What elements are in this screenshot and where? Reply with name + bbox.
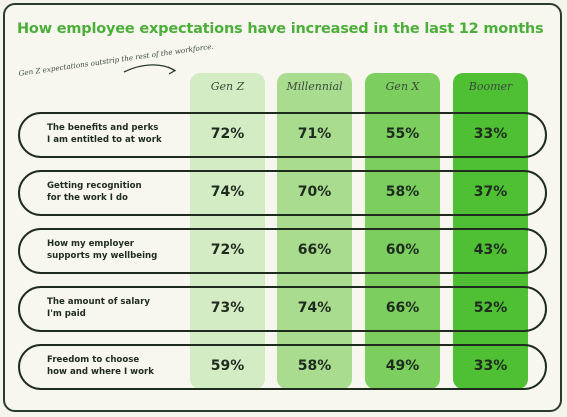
value-cell-boomer: 37% (473, 184, 508, 200)
value-cell-gen-z: 72% (210, 126, 245, 142)
column-bg-millennial (277, 73, 352, 389)
chart-title: How employee expectations have increased… (17, 21, 544, 37)
column-header-boomer: Boomer (468, 80, 513, 93)
column-header-gen-x: Gen X (385, 80, 420, 93)
value-cell-millennial: 74% (297, 300, 332, 316)
row-label: The amount of salary I'm paid (47, 296, 187, 320)
row-label: How my employer supports my wellbeing (47, 238, 187, 262)
row-label: The benefits and perks I am entitled to a… (47, 122, 187, 146)
row-label-line: Getting recognition (47, 181, 142, 191)
row-label-line: How my employer (47, 239, 135, 249)
table-row (18, 112, 547, 158)
row-label-line: I'm paid (47, 309, 86, 319)
value-cell-boomer: 43% (473, 242, 508, 258)
value-cell-millennial: 58% (297, 358, 332, 374)
row-label-line: The amount of salary (47, 297, 150, 307)
value-cell-gen-z: 73% (210, 300, 245, 316)
annotation-arrow-icon (123, 64, 177, 75)
row-label-line: Freedom to choose (47, 355, 140, 365)
value-cell-boomer: 33% (473, 358, 508, 374)
value-cell-gen-z: 59% (210, 358, 245, 374)
value-cell-millennial: 66% (297, 242, 332, 258)
column-header-millennial: Millennial (286, 80, 343, 93)
value-cell-millennial: 71% (297, 126, 332, 142)
row-label-line: The benefits and perks (47, 123, 159, 133)
row-label: Freedom to choose how and where I work (47, 354, 187, 378)
row-label: Getting recognition for the work I do (47, 180, 187, 204)
table-row (18, 344, 547, 390)
value-cell-gen-x: 60% (385, 242, 420, 258)
row-label-line: for the work I do (47, 193, 128, 203)
value-cell-gen-x: 55% (385, 126, 420, 142)
value-cell-boomer: 33% (473, 126, 508, 142)
column-bg-gen-z (190, 73, 265, 389)
column-bg-boomer (453, 73, 528, 389)
value-cell-gen-x: 49% (385, 358, 420, 374)
value-cell-boomer: 52% (473, 300, 508, 316)
row-label-line: supports my wellbeing (47, 251, 158, 261)
value-cell-gen-x: 66% (385, 300, 420, 316)
column-header-gen-z: Gen Z (210, 80, 245, 93)
table-row (18, 286, 547, 332)
value-cell-gen-z: 74% (210, 184, 245, 200)
column-bg-gen-x (365, 73, 440, 389)
row-label-line: I am entitled to at work (47, 135, 162, 145)
value-cell-gen-x: 58% (385, 184, 420, 200)
value-cell-millennial: 70% (297, 184, 332, 200)
table-row (18, 170, 547, 216)
table-row (18, 228, 547, 274)
row-label-line: how and where I work (47, 367, 154, 377)
value-cell-gen-z: 72% (210, 242, 245, 258)
